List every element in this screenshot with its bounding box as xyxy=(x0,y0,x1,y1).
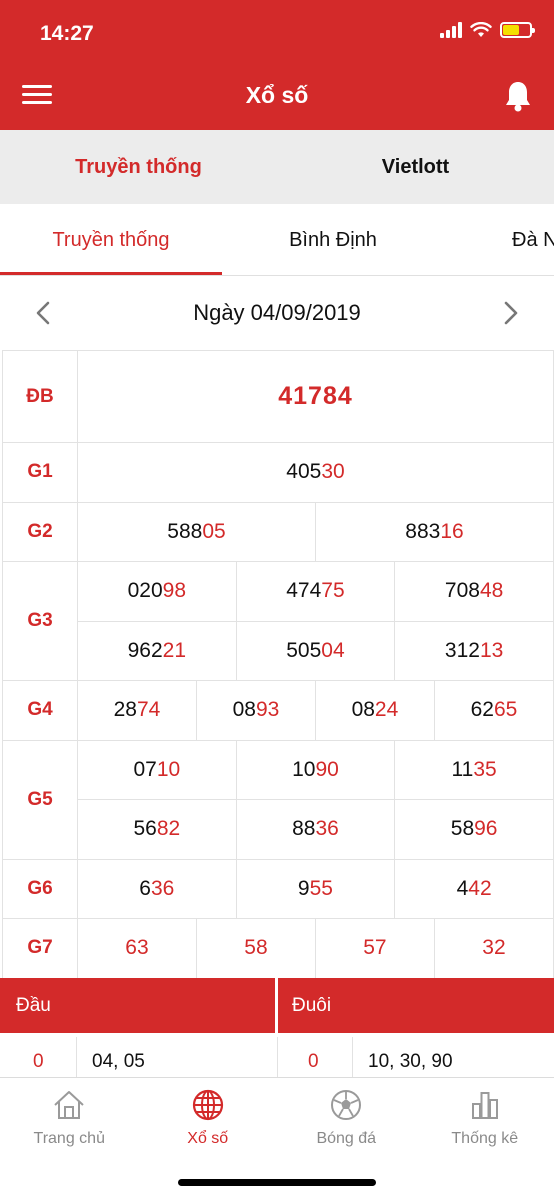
prize-number: 636 xyxy=(77,858,237,919)
date-navigator: Ngày 04/09/2019 xyxy=(0,277,554,349)
nav-label: Bóng đá xyxy=(316,1130,377,1147)
prize-number: 8836 xyxy=(235,799,396,860)
prize-label: G7 xyxy=(2,918,78,979)
nav-item-football[interactable]: Bóng đá xyxy=(277,1078,416,1200)
globe-icon xyxy=(192,1089,223,1121)
region-tabs: Truyền thống Bình Định Đà N xyxy=(0,204,554,276)
prize-label: G3 xyxy=(2,561,78,681)
prize-number: 70848 xyxy=(394,561,554,622)
app-header: 14:27 Xổ số xyxy=(0,0,554,130)
prize-label: G4 xyxy=(2,680,78,741)
bar-chart-icon xyxy=(471,1092,498,1119)
prize-row-db: ĐB 41784 xyxy=(2,350,554,443)
bottom-navigation: Trang chủ Xổ số Bóng đá Thống kê xyxy=(0,1077,554,1200)
prize-number: 5682 xyxy=(77,799,237,860)
home-indicator xyxy=(178,1179,376,1186)
prize-number: 0710 xyxy=(77,739,237,800)
head-digit: 0 xyxy=(33,1051,44,1072)
nav-item-home[interactable]: Trang chủ xyxy=(0,1078,139,1200)
chevron-right-icon[interactable] xyxy=(496,299,524,327)
cell-divider xyxy=(277,1037,278,1077)
prize-number: 88316 xyxy=(314,501,554,562)
prize-number: 58805 xyxy=(77,501,316,562)
tail-values: 10, 30, 90 xyxy=(368,1051,453,1072)
lottery-type-tabs: Truyền thống Vietlott xyxy=(0,130,554,204)
prize-row-g4: G4 2874 0893 0824 6265 xyxy=(2,680,554,741)
prize-row-g5: G5 0710 1090 1135 xyxy=(2,739,554,860)
chevron-left-icon[interactable] xyxy=(30,299,58,327)
prize-number: 58 xyxy=(195,918,316,979)
region-tab-binh-dinh[interactable]: Bình Định xyxy=(289,228,377,251)
hamburger-menu-icon[interactable] xyxy=(22,85,52,105)
battery-icon xyxy=(500,22,535,38)
nav-label: Thống kê xyxy=(451,1130,519,1147)
prize-label: G5 xyxy=(2,739,78,860)
cell-divider xyxy=(76,1037,77,1077)
prize-number: 31213 xyxy=(394,620,554,681)
soccer-ball-icon xyxy=(331,1090,362,1120)
prize-number: 50504 xyxy=(235,620,396,681)
status-icons xyxy=(440,22,535,38)
prize-number: 6265 xyxy=(433,680,554,741)
nav-item-lottery[interactable]: Xổ số xyxy=(139,1078,278,1200)
prize-row-g3: G3 02098 47475 70848 xyxy=(2,561,554,681)
status-time: 14:27 xyxy=(40,22,94,45)
prize-row-g6: G6 636 955 442 xyxy=(2,858,554,919)
prize-label: ĐB xyxy=(2,350,78,443)
prize-number: 47475 xyxy=(235,561,396,622)
prize-label: G1 xyxy=(2,442,78,503)
prize-number: 2874 xyxy=(77,680,197,741)
prize-number: 32 xyxy=(433,918,554,979)
prize-number: 96221 xyxy=(77,620,237,681)
prize-number: 40530 xyxy=(77,442,554,503)
region-tab-da-nang[interactable]: Đà N xyxy=(512,228,554,251)
tail-column-label: Đuôi xyxy=(292,995,332,1016)
head-column-label: Đầu xyxy=(16,995,51,1016)
prize-number: 442 xyxy=(394,858,554,919)
prize-number: 0824 xyxy=(314,680,435,741)
prize-row-g5-2: 5682 8836 5896 xyxy=(3,799,554,860)
prize-number: 955 xyxy=(235,858,396,919)
tab-indicator xyxy=(0,272,222,275)
home-icon xyxy=(54,1091,84,1119)
cell-divider xyxy=(352,1037,353,1077)
prize-number: 1090 xyxy=(235,739,396,800)
head-values: 04, 05 xyxy=(92,1051,145,1072)
prize-row-g3-2: 96221 50504 31213 xyxy=(3,620,554,681)
prize-number: 02098 xyxy=(77,561,237,622)
prize-label: G6 xyxy=(2,858,78,919)
nav-item-statistics[interactable]: Thống kê xyxy=(416,1078,554,1200)
prize-row-g2: G2 58805 88316 xyxy=(2,501,554,562)
wifi-icon xyxy=(470,22,492,37)
tab-truyen-thong[interactable]: Truyền thống xyxy=(75,155,202,178)
prize-row-g7: G7 63 58 57 32 xyxy=(2,918,554,979)
prize-number: 63 xyxy=(77,918,197,979)
region-tab-truyen-thong[interactable]: Truyền thống xyxy=(52,228,170,251)
draw-date[interactable]: Ngày 04/09/2019 xyxy=(193,300,361,325)
prize-number: 0893 xyxy=(195,680,316,741)
prize-row-g1: G1 40530 xyxy=(2,442,554,503)
prize-label: G2 xyxy=(2,501,78,562)
nav-label: Trang chủ xyxy=(33,1130,105,1147)
results-table: ĐB 41784 G1 40530 G2 58805 88316 G3 0209… xyxy=(2,350,554,979)
bell-icon[interactable] xyxy=(504,80,532,112)
prize-number: 57 xyxy=(314,918,435,979)
head-tail-row: 0 04, 05 0 10, 30, 90 xyxy=(0,1033,554,1077)
tab-vietlott[interactable]: Vietlott xyxy=(381,155,450,178)
special-prize-number: 41784 xyxy=(77,350,554,443)
prize-number: 5896 xyxy=(394,799,554,860)
page-title: Xổ số xyxy=(245,82,309,108)
tail-digit: 0 xyxy=(308,1051,319,1072)
prize-number: 1135 xyxy=(394,739,554,800)
cellular-signal-icon xyxy=(440,22,462,38)
head-tail-header: Đầu Đuôi xyxy=(0,978,554,1033)
nav-label: Xổ số xyxy=(187,1130,229,1147)
column-divider xyxy=(275,978,278,1033)
